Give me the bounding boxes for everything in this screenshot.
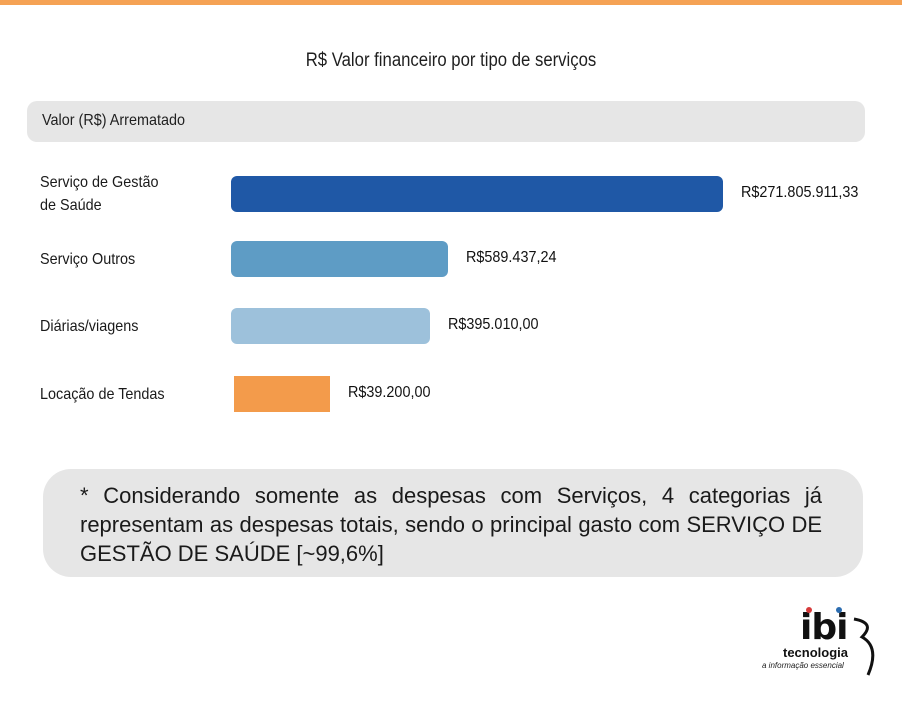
note-box xyxy=(43,469,863,577)
value-label: R$395.010,00 xyxy=(448,316,539,333)
category-label: Serviço de Gestão de Saúde xyxy=(40,174,159,214)
value-label: R$271.805.911,33 xyxy=(741,184,859,201)
chart-header-bar: Valor (R$) Arrematado xyxy=(27,101,865,142)
logo-dot-blue xyxy=(836,607,842,613)
bar xyxy=(234,376,330,412)
note-text: * Considerando somente as despesas com S… xyxy=(80,483,822,566)
logo-dot-red xyxy=(806,607,812,613)
logo-subtitle: tecnologia xyxy=(783,645,849,660)
logo-tagline: a informação essencial xyxy=(762,661,844,670)
chart-header-label: Valor (R$) Arrematado xyxy=(42,112,185,129)
bar xyxy=(231,308,430,344)
category-label: Diárias/viagens xyxy=(40,317,139,335)
category-label: Locação de Tendas xyxy=(40,385,165,403)
top-accent-line xyxy=(0,0,902,5)
logo-wordmark: ibi xyxy=(800,607,848,648)
chart-title: R$ Valor financeiro por tipo de serviços xyxy=(305,50,597,71)
logo-swirl-icon xyxy=(853,617,875,676)
category-label: Serviço Outros xyxy=(40,250,136,268)
ibi-logo: ibi tecnologia a informação essencial xyxy=(760,605,880,685)
bar xyxy=(231,176,723,212)
value-label: R$39.200,00 xyxy=(348,384,431,401)
bar xyxy=(231,241,448,277)
value-label: R$589.437,24 xyxy=(466,249,557,266)
